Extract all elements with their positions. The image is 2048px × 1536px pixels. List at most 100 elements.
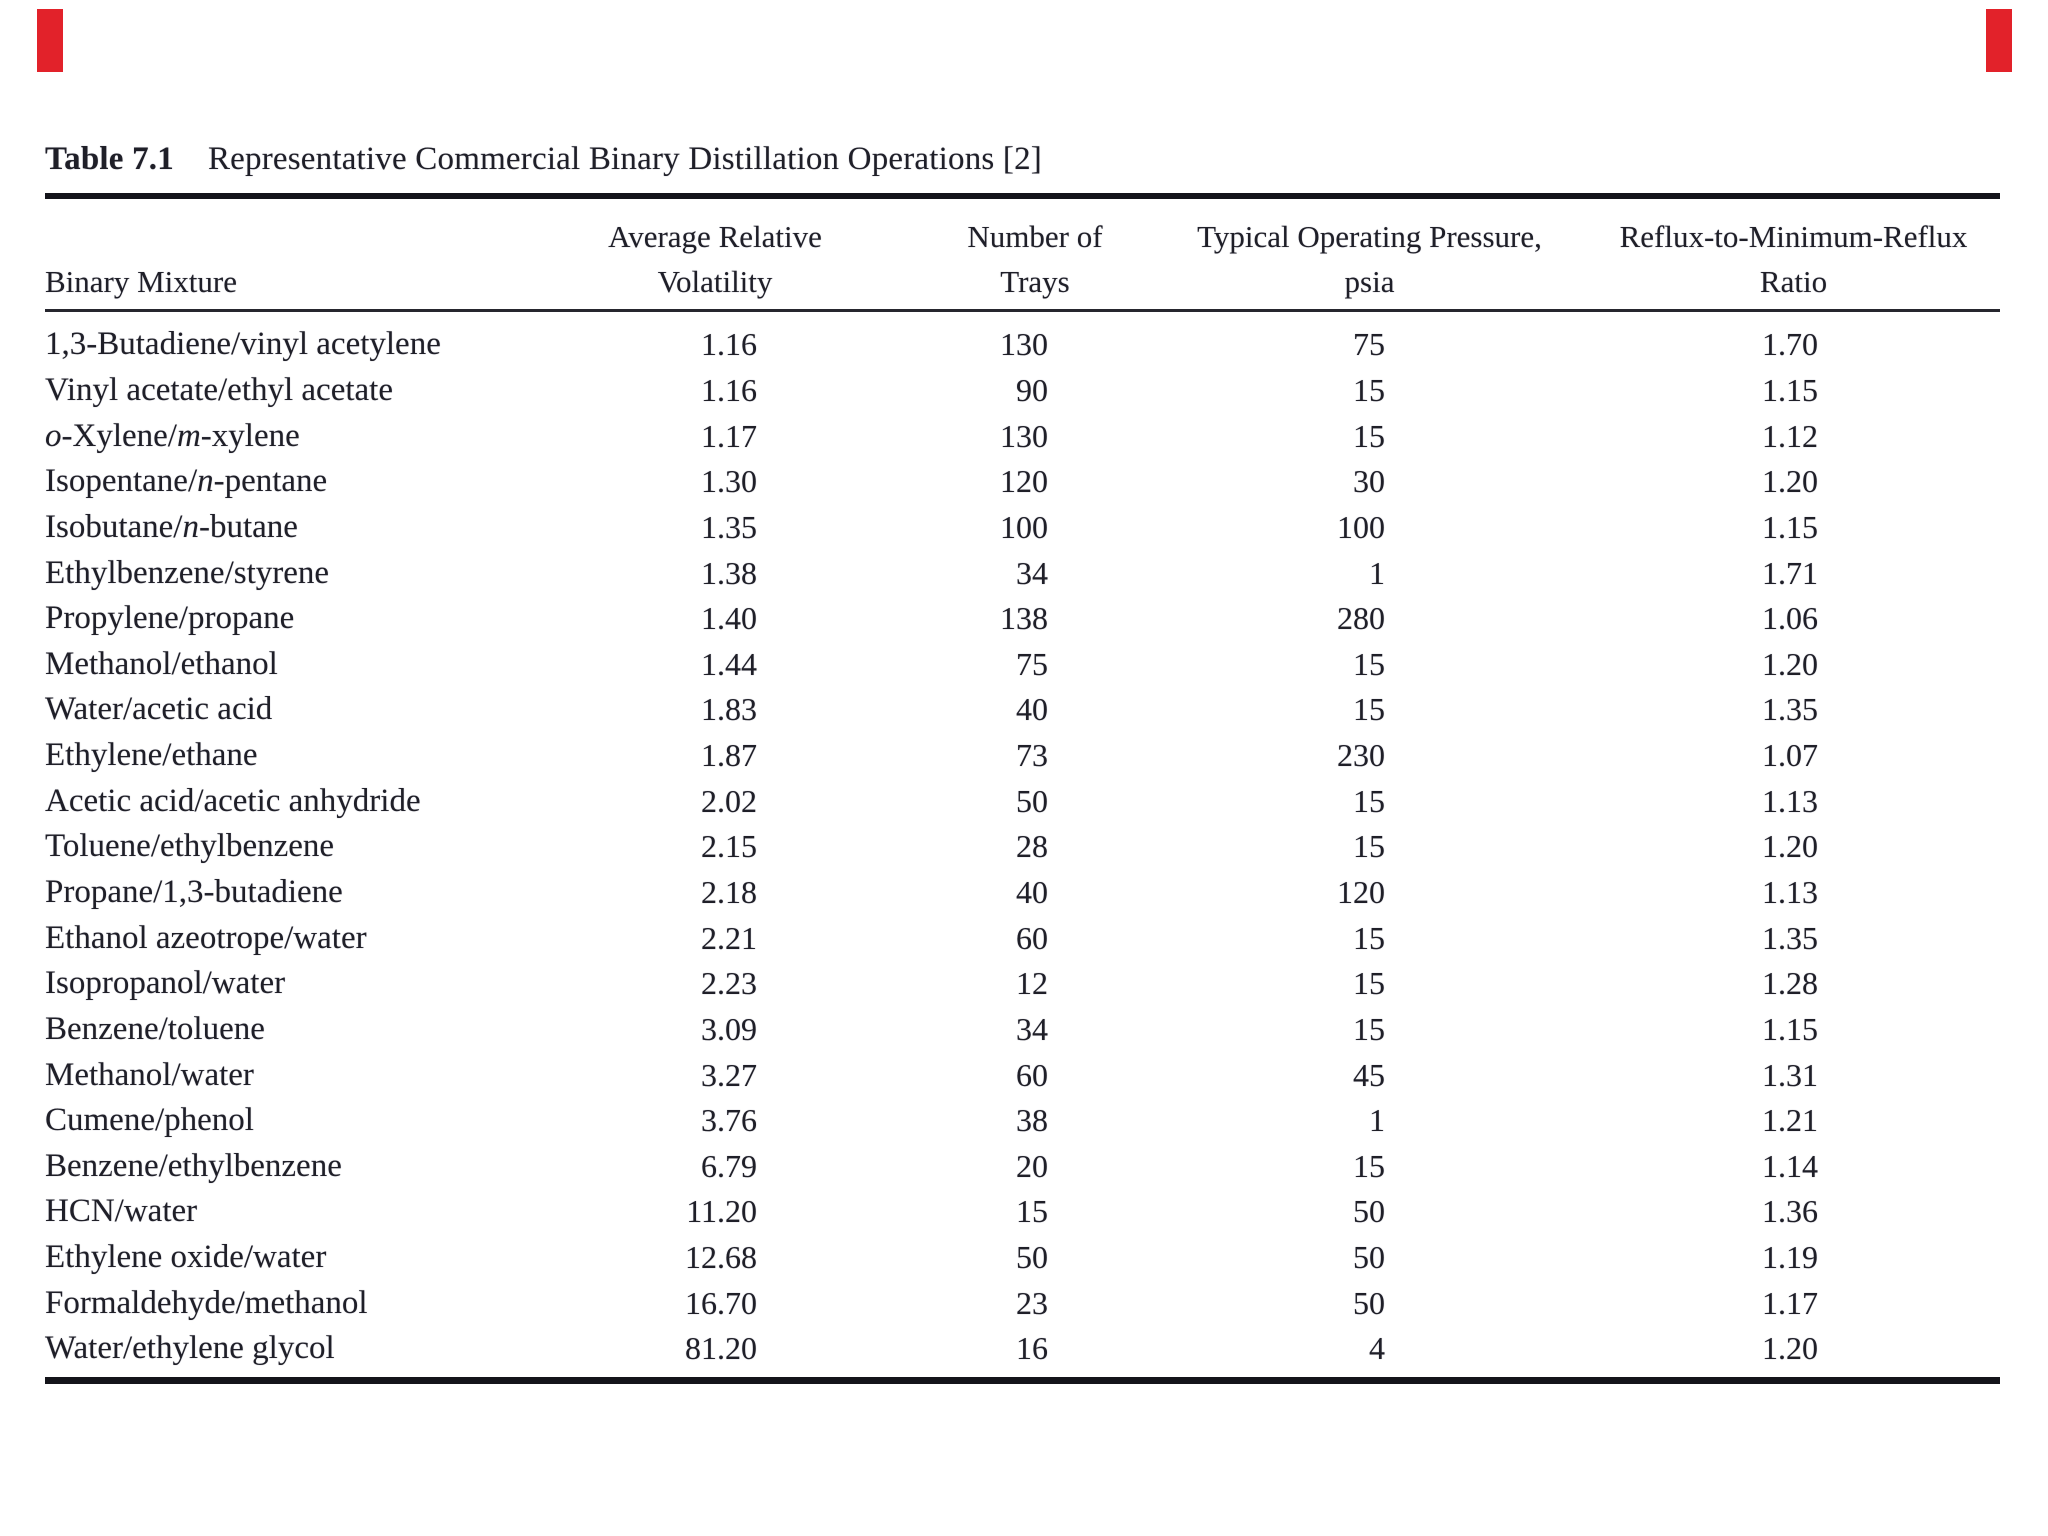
ratio-cell: 1.15 <box>1762 508 1818 545</box>
ratio-cell: 1.12 <box>1762 417 1818 454</box>
pressure-cell: 15 <box>1353 1010 1385 1047</box>
trays-cell: 50 <box>1016 1239 1048 1276</box>
volatility-cell: 1.35 <box>701 508 757 545</box>
trays-cell: 16 <box>1016 1330 1048 1367</box>
trays-cell: 23 <box>1016 1284 1048 1321</box>
header-rule <box>45 309 2000 312</box>
pressure-cell: 15 <box>1353 782 1385 819</box>
pressure-cell: 1 <box>1369 554 1385 591</box>
volatility-cell: 1.17 <box>701 417 757 454</box>
table-number-label: Table 7.1 <box>45 141 174 177</box>
mixture-cell: Acetic acid/acetic anhydride <box>45 782 421 819</box>
table-row: Ethanol azeotrope/water 2.21 60 15 1.35 <box>45 915 2000 961</box>
table-row: Vinyl acetate/ethyl acetate 1.16 90 15 1.15 <box>45 368 2000 414</box>
pressure-cell: 1 <box>1369 1102 1385 1139</box>
ratio-cell: 1.13 <box>1762 874 1818 910</box>
ratio-cell: 1.21 <box>1762 1102 1818 1139</box>
table-row: Ethylene oxide/water 12.68 50 50 1.19 <box>45 1235 2000 1281</box>
volatility-cell: 2.02 <box>701 782 757 819</box>
table-row: Ethylbenzene/styrene 1.38 34 1 1.71 <box>45 550 2000 596</box>
volatility-cell: 1.44 <box>701 645 757 682</box>
trays-cell: 34 <box>1016 1010 1048 1047</box>
table-row: Water/ethylene glycol 81.20 16 4 1.20 <box>45 1326 2000 1372</box>
pressure-cell: 15 <box>1353 645 1385 682</box>
trays-cell: 60 <box>1016 919 1048 956</box>
volatility-cell: 1.83 <box>701 691 757 728</box>
red-scan-mark-right <box>1986 9 2012 72</box>
volatility-cell: 1.38 <box>701 554 757 591</box>
trays-cell: 40 <box>1016 874 1048 910</box>
mixture-cell: Water/acetic acid <box>45 691 273 728</box>
table-row: Formaldehyde/methanol 16.70 23 50 1.17 <box>45 1280 2000 1326</box>
top-rule <box>45 193 2000 199</box>
pressure-cell: 50 <box>1353 1193 1385 1230</box>
ratio-cell: 1.28 <box>1762 965 1818 1002</box>
trays-cell: 120 <box>1000 463 1048 500</box>
pressure-cell: 15 <box>1353 965 1385 1002</box>
pressure-cell: 45 <box>1353 1056 1385 1093</box>
mixture-cell: Benzene/toluene <box>45 1010 265 1047</box>
header-reflux-to-minimum-reflux-ratio: Reflux-to-Minimum-Reflux Ratio <box>1619 219 1968 299</box>
pressure-cell: 15 <box>1353 1147 1385 1184</box>
ratio-cell: 1.36 <box>1762 1193 1818 1230</box>
header-number-of-trays: Number of Trays <box>967 219 1103 299</box>
trays-cell: 73 <box>1016 737 1048 774</box>
trays-cell: 40 <box>1016 691 1048 728</box>
ratio-cell: 1.71 <box>1762 554 1818 591</box>
header-average-relative-volatility: Average Relative Volatility <box>608 219 822 299</box>
trays-cell: 12 <box>1016 965 1048 1002</box>
mixture-cell: Isobutane/n-butane <box>45 508 298 545</box>
table-row: Propane/1,3-butadiene 2.18 40 120 1.13 <box>45 870 2000 916</box>
trays-cell: 138 <box>1000 600 1048 637</box>
volatility-cell: 12.68 <box>685 1239 757 1276</box>
table-rows: 1,3-Butadiene/vinyl acetylene 1.16 130 75 1.… <box>45 322 2000 1372</box>
table-row: Isobutane/n-butane 1.35 100 100 1.15 <box>45 505 2000 551</box>
ratio-cell: 1.20 <box>1762 1330 1818 1367</box>
volatility-cell: 2.21 <box>701 919 757 956</box>
pressure-cell: 15 <box>1353 371 1385 408</box>
ratio-cell: 1.20 <box>1762 828 1818 865</box>
volatility-cell: 1.87 <box>701 737 757 774</box>
table-row: Isopropanol/water 2.23 12 15 1.28 <box>45 961 2000 1007</box>
mixture-cell: Methanol/ethanol <box>45 645 278 682</box>
table-header-row: Binary Mixture Average Relative Volatili… <box>45 198 2000 314</box>
header-binary-mixture: Binary Mixture <box>45 264 237 299</box>
table-row: Cumene/phenol 3.76 38 1 1.21 <box>45 1098 2000 1144</box>
ratio-cell: 1.07 <box>1762 737 1818 774</box>
trays-cell: 28 <box>1016 828 1048 865</box>
volatility-cell: 1.40 <box>701 600 757 637</box>
ratio-cell: 1.35 <box>1762 919 1818 956</box>
ratio-cell: 1.06 <box>1762 600 1818 637</box>
table-row: HCN/water 11.20 15 50 1.36 <box>45 1189 2000 1235</box>
mixture-cell: 1,3-Butadiene/vinyl acetylene <box>45 326 441 363</box>
mixture-cell: Methanol/water <box>45 1056 254 1093</box>
mixture-cell: o-Xylene/m-xylene <box>45 417 300 454</box>
ratio-cell: 1.70 <box>1762 326 1818 363</box>
ratio-cell: 1.15 <box>1762 371 1818 408</box>
volatility-cell: 1.16 <box>701 326 757 363</box>
mixture-cell: Propylene/propane <box>45 600 295 637</box>
mixture-cell: Ethylene oxide/water <box>45 1239 327 1276</box>
mixture-cell: Ethylbenzene/styrene <box>45 554 330 591</box>
volatility-cell: 1.16 <box>701 371 757 408</box>
pressure-cell: 50 <box>1353 1239 1385 1276</box>
volatility-cell: 2.18 <box>701 874 757 910</box>
trays-cell: 20 <box>1016 1147 1048 1184</box>
pressure-cell: 15 <box>1353 828 1385 865</box>
table-row: 1,3-Butadiene/vinyl acetylene 1.16 130 75 1.… <box>45 322 2000 368</box>
trays-cell: 130 <box>1000 326 1048 363</box>
pressure-cell: 30 <box>1353 463 1385 500</box>
ratio-cell: 1.20 <box>1762 645 1818 682</box>
table-row: Methanol/ethanol 1.44 75 15 1.20 <box>45 641 2000 687</box>
pressure-cell: 15 <box>1353 417 1385 454</box>
mixture-cell: Vinyl acetate/ethyl acetate <box>45 371 393 408</box>
trays-cell: 60 <box>1016 1056 1048 1093</box>
trays-cell: 130 <box>1000 417 1048 454</box>
pressure-cell: 50 <box>1353 1284 1385 1321</box>
pressure-cell: 15 <box>1353 919 1385 956</box>
table-row: Isopentane/n-pentane 1.30 120 30 1.20 <box>45 459 2000 505</box>
mixture-cell: Cumene/phenol <box>45 1102 254 1139</box>
volatility-cell: 16.70 <box>685 1284 757 1321</box>
pressure-cell: 15 <box>1353 691 1385 728</box>
